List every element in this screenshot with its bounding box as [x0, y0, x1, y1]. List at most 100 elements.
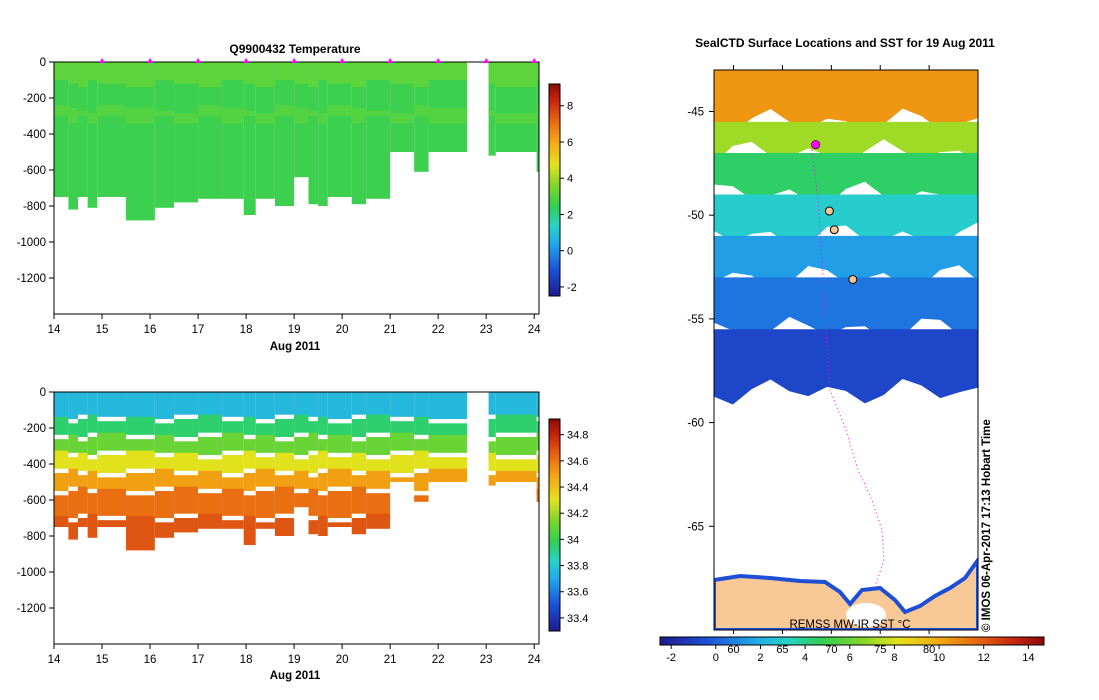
- temperature-surface-layer: [308, 62, 319, 88]
- salinity-layer: [488, 452, 496, 471]
- salinity-layer: [78, 441, 88, 460]
- salinity-layer: [97, 488, 127, 516]
- salinity-layer: [243, 416, 256, 435]
- salinity-layer: [243, 495, 256, 523]
- temperature-surface-layer: [126, 62, 155, 88]
- salinity-layer: [198, 437, 223, 455]
- salinity-layer: [222, 455, 244, 473]
- salinity-layer: [308, 421, 319, 440]
- salinity-layer: [390, 455, 415, 473]
- salinity-layer: [274, 452, 295, 471]
- salinity-layer: [351, 419, 367, 437]
- salinity-layer: [126, 515, 155, 551]
- salinity-layer: [366, 437, 391, 455]
- salinity-layer: [243, 392, 256, 424]
- temperature-x-axis: 14 15 16 17 18 19 20 21 22 23 24: [48, 314, 541, 336]
- temperature-surface-layer: [97, 62, 127, 84]
- sst-colorbar-ticks: -2 0 2 4 6 8 10 12 14: [666, 645, 1034, 664]
- y-tick-label: 0: [40, 57, 46, 69]
- salinity-layer: [87, 513, 98, 538]
- temperature-surface-layer: [274, 62, 295, 80]
- sst-band: [714, 70, 978, 134]
- temperature-mid-layer: [78, 110, 88, 116]
- temperature-column: [414, 62, 429, 172]
- colorbar-tick-label: 34.4: [567, 482, 588, 494]
- salinity-layer: [126, 473, 155, 491]
- colorbar-tick-label: 34.6: [567, 456, 588, 468]
- salinity-layer: [536, 477, 539, 496]
- salinity-layer: [243, 473, 256, 491]
- salinity-layer: [97, 432, 127, 451]
- sst-map-panel: SealCTD Surface Locations and SST for 19…: [659, 36, 1045, 664]
- salinity-layer: [154, 522, 175, 538]
- temperature-column: [97, 62, 127, 197]
- profile-marker: [291, 58, 298, 63]
- salinity-layer: [174, 419, 199, 437]
- salinity-layer: [318, 495, 328, 523]
- temperature-mid-layer: [318, 113, 328, 124]
- salinity-layer: [414, 416, 429, 435]
- x-tick-label: 23: [480, 324, 493, 336]
- x-tick-label: 19: [288, 654, 301, 666]
- temperature-y-axis: 0 -200 -400 -600 -800 -1000 -1200: [17, 57, 54, 285]
- sst-colorbar-tick-label: 12: [978, 652, 990, 664]
- temperature-column: [351, 62, 367, 205]
- colorbar-tick-label: 34.2: [567, 508, 588, 520]
- temperature-mid-layer: [222, 107, 244, 124]
- y-tick-label: -800: [23, 201, 46, 213]
- salinity-layer: [68, 392, 79, 419]
- salinity-layer: [174, 392, 199, 415]
- sst-colorbar-tick-label: 10: [933, 652, 945, 664]
- temperature-mid-layer: [536, 105, 539, 116]
- x-tick-label: 15: [96, 324, 109, 336]
- salinity-layer: [54, 473, 69, 491]
- temperature-column: [327, 62, 352, 197]
- temperature-heatmap: [54, 62, 539, 221]
- salinity-layer: [327, 468, 352, 487]
- temperature-surface-layer: [536, 62, 539, 80]
- y-tick-label: -400: [23, 459, 46, 471]
- temperature-column: [174, 62, 199, 203]
- temperature-mid-layer: [351, 107, 367, 124]
- x-tick-label: 16: [144, 654, 157, 666]
- seal-track: [811, 149, 885, 591]
- temperature-mid-layer: [54, 105, 69, 116]
- salinity-layer: [174, 486, 199, 514]
- sst-colorbar-tick-label: 6: [847, 652, 853, 664]
- salinity-layer: [255, 434, 275, 453]
- colorbar-tick-label: 33.4: [567, 613, 588, 625]
- temperature-surface-layer: [222, 62, 244, 80]
- seal-surface-location: [829, 225, 839, 235]
- temperature-column: [243, 62, 256, 215]
- temperature-mid-layer: [327, 105, 352, 116]
- temperature-mid-layer: [428, 107, 467, 124]
- x-tick-label: 24: [528, 654, 541, 666]
- seal-surface-location: [824, 206, 834, 216]
- salinity-layer: [78, 452, 88, 471]
- salinity-layer: [87, 470, 98, 489]
- sst-band: [714, 152, 978, 206]
- salinity-layer: [222, 392, 244, 417]
- salinity-layer: [390, 432, 415, 451]
- salinity-layer: [68, 491, 79, 518]
- salinity-layer: [327, 491, 352, 518]
- y-tick-label: -200: [23, 423, 46, 435]
- temperature-surface-layer: [174, 62, 199, 84]
- salinity-layer: [294, 470, 309, 489]
- sst-band: [714, 329, 978, 405]
- sst-colorbar-tick-label: 4: [802, 652, 808, 664]
- temperature-mid-layer: [414, 105, 429, 116]
- salinity-layer: [174, 518, 199, 533]
- temperature-mid-layer: [294, 107, 309, 124]
- salinity-layer: [318, 515, 328, 536]
- temperature-surface-layer: [366, 62, 391, 80]
- temperature-mid-layer: [255, 113, 275, 124]
- salinity-layer: [294, 493, 309, 508]
- credit-text: © IMOS 06-Apr-2017 17:13 Hobart Time: [981, 419, 993, 632]
- profile-marker: [531, 58, 538, 63]
- temperature-axes-frame: [53, 61, 540, 315]
- salinity-layer: [54, 495, 69, 523]
- temperature-column: [488, 62, 496, 156]
- temperature-mid-layer: [174, 113, 199, 124]
- salinity-layer: [308, 392, 319, 417]
